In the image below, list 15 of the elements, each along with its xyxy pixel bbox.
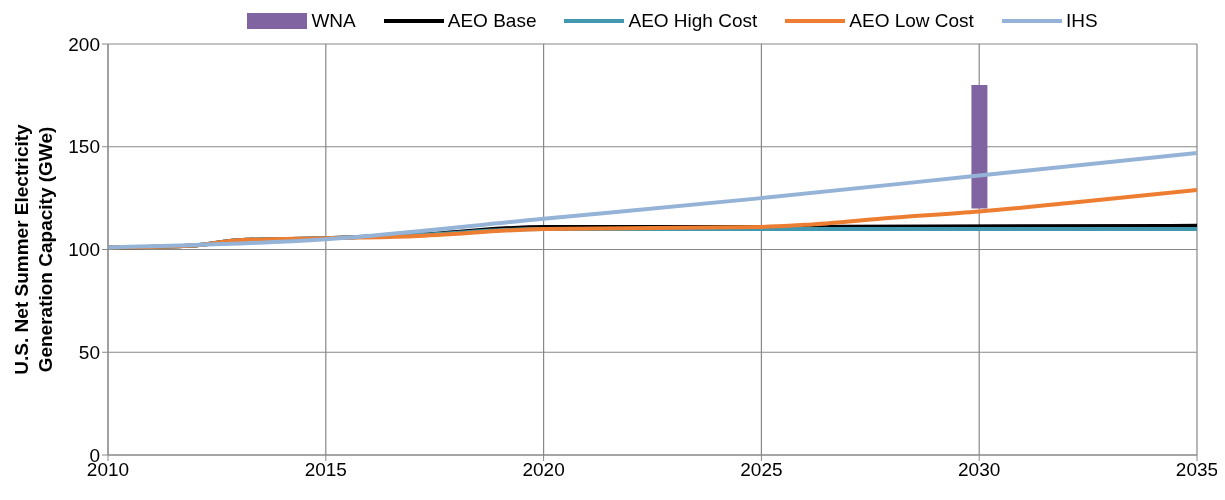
legend-label: AEO Low Cost <box>849 10 974 32</box>
y-axis-title: U.S. Net Summer Electricity Generation Capacity (GWe) <box>11 123 56 375</box>
legend-label: WNA <box>311 10 356 32</box>
y-tick-label: 100 <box>68 239 100 261</box>
x-tick-label: 2035 <box>1175 459 1219 481</box>
y-tick-label: 50 <box>78 341 100 363</box>
legend-label: IHS <box>1065 10 1098 32</box>
y-tick-label: 150 <box>68 136 100 158</box>
x-tick-label: 2030 <box>958 459 1001 481</box>
x-tick-label: 2025 <box>740 459 783 481</box>
x-tick-label: 2015 <box>304 459 347 481</box>
legend-label: AEO High Cost <box>628 10 758 32</box>
legend-label: AEO Base <box>447 10 537 32</box>
y-tick-label: 200 <box>68 33 100 55</box>
x-tick-label: 2020 <box>522 459 565 481</box>
